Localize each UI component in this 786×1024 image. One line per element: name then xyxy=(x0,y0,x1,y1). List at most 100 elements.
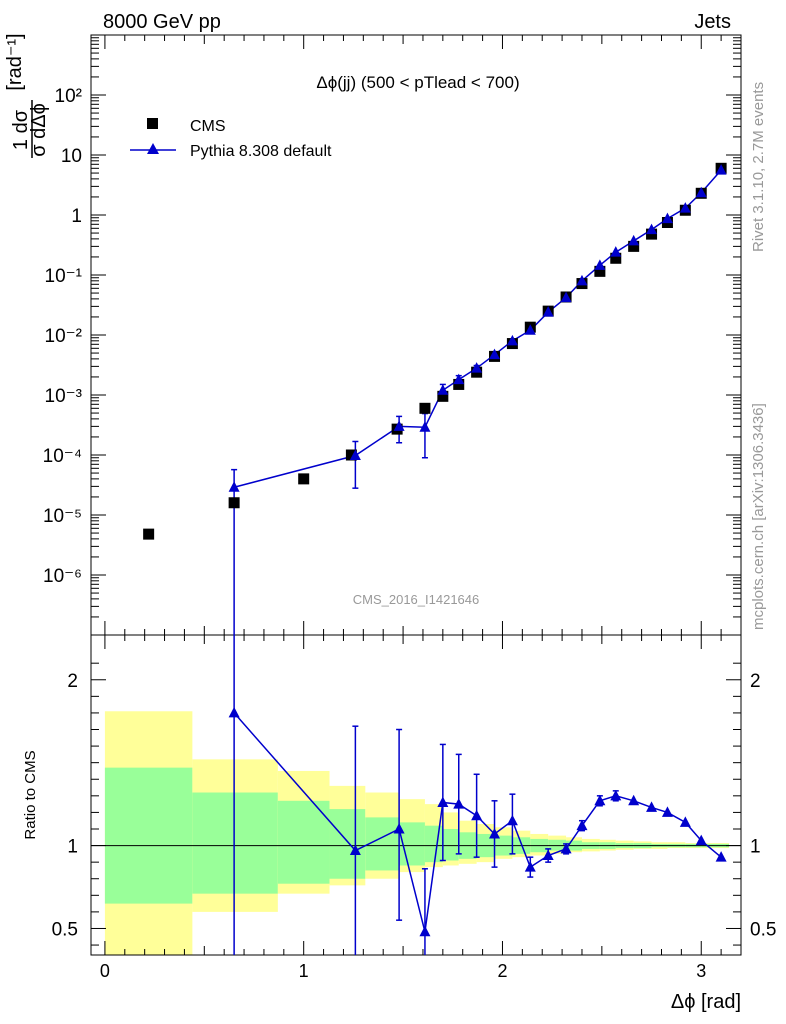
ratio-data-point xyxy=(646,801,658,812)
header-right: Jets xyxy=(694,11,731,33)
main-y-axis-label: 1 dσ σ dΔϕ [rad⁻¹] xyxy=(4,33,50,158)
y-axis-label-fraction-den: σ dΔϕ xyxy=(28,103,50,157)
mc-data-point xyxy=(228,481,240,492)
x-axis-label: Δϕ [rad] xyxy=(671,991,741,1013)
ratio-data-point xyxy=(419,925,431,937)
cms-data-point xyxy=(143,528,155,540)
band-inner xyxy=(329,809,366,879)
mc-data-point xyxy=(679,202,691,213)
legend: CMS Pythia 8.308 default xyxy=(130,118,332,160)
legend-label-cms: CMS xyxy=(190,118,226,135)
mc-series-line xyxy=(233,169,722,488)
legend-label-pythia: Pythia 8.308 default xyxy=(190,143,332,160)
mc-data-point xyxy=(489,348,501,360)
band-inner xyxy=(424,825,443,863)
y-tick-label-main: 10 xyxy=(61,146,82,167)
main-title: Δϕ(jj) (500 < pTlead < 700) xyxy=(316,73,519,92)
y-tick-label-ratio-right: 1 xyxy=(750,837,761,858)
y-tick-label-main: 10² xyxy=(55,86,82,107)
cms-data-point xyxy=(419,402,431,414)
ratio-y-axis-label: Ratio to CMS xyxy=(22,750,39,839)
mc-data-point xyxy=(453,373,465,385)
ratio-data-point xyxy=(228,706,240,718)
ratio-data-point xyxy=(594,794,606,806)
ratio-data-point xyxy=(453,798,465,809)
ratio-data-point xyxy=(471,809,483,821)
mc-data-point xyxy=(594,259,606,270)
band-inner xyxy=(365,817,400,871)
cms-data-point xyxy=(437,390,449,402)
mc-data-point xyxy=(628,234,640,246)
ratio-data-point xyxy=(489,827,501,839)
mc-data-point xyxy=(646,223,658,235)
ratio-data-point xyxy=(560,842,572,854)
cms-data-point xyxy=(298,473,310,485)
ratio-plot-marks xyxy=(228,635,727,955)
cms-data-point xyxy=(345,449,357,461)
band-inner xyxy=(192,792,278,894)
mc-data-point xyxy=(576,274,588,286)
mc-data-point xyxy=(393,420,405,431)
y-tick-label-main: 10⁻¹ xyxy=(45,266,83,287)
cms-data-point xyxy=(628,240,640,252)
y-tick-label-ratio-left: 1 xyxy=(67,837,78,858)
x-tick-label: 2 xyxy=(497,961,507,981)
y-tick-label-ratio-right: 2 xyxy=(750,671,761,692)
band-inner xyxy=(104,767,193,904)
y-tick-label-main: 10⁻² xyxy=(45,326,83,347)
mc-data-point xyxy=(695,186,707,198)
legend-marker-pythia xyxy=(147,143,159,154)
main-plot-frame xyxy=(90,34,742,636)
main-plot-marks xyxy=(143,162,727,635)
ratio-data-point xyxy=(437,796,449,807)
x-tick-label: 0 xyxy=(100,961,110,981)
y-tick-label-main: 10⁻⁶ xyxy=(43,566,82,587)
band-inner xyxy=(277,800,330,884)
mc-data-point xyxy=(542,306,554,317)
header-left: 8000 GeV pp xyxy=(103,11,221,33)
axis-tick-labels: 0 1 2 3 10⁻⁶ 10⁻⁵ 10⁻⁴ 10⁻³ 10⁻² 10⁻¹ 1 10 10² 0.5 0.5… xyxy=(43,86,777,981)
y-axis-label-unit: [rad⁻¹] xyxy=(4,33,26,90)
cms-data-point xyxy=(228,497,240,509)
legend-marker-cms xyxy=(147,118,158,129)
ratio-data-point xyxy=(506,814,518,826)
mc-data-point xyxy=(715,164,727,175)
ratio-data-point xyxy=(679,816,691,827)
axis-ticks xyxy=(91,35,741,955)
ratio-data-point xyxy=(661,806,673,817)
cms-data-point xyxy=(453,378,465,390)
mc-data-point xyxy=(610,246,622,257)
ratio-data-point xyxy=(610,789,622,801)
ratio-data-point xyxy=(524,861,536,872)
mc-data-point xyxy=(471,362,483,373)
mc-data-point xyxy=(419,421,431,432)
ratio-data-point xyxy=(576,819,588,831)
watermark: CMS_2016_I1421646 xyxy=(353,592,480,607)
y-tick-label-ratio-left: 0.5 xyxy=(52,919,78,940)
ratio-data-point xyxy=(349,844,361,856)
band-inner xyxy=(442,828,459,861)
ratio-data-point xyxy=(393,822,405,834)
y-tick-label-main: 1 xyxy=(71,206,82,227)
cms-data-point xyxy=(610,252,622,264)
y-tick-label-ratio-right: 0.5 xyxy=(750,919,776,940)
mc-data-point xyxy=(661,212,673,224)
mc-data-point xyxy=(560,291,572,303)
ratio-data-point xyxy=(715,851,727,862)
x-tick-label: 1 xyxy=(299,961,309,981)
ratio-data-point xyxy=(628,794,640,806)
y-tick-label-main: 10⁻³ xyxy=(45,386,83,407)
cms-data-point xyxy=(594,265,606,277)
side-label-mcplots: mcplots.cern.ch [arXiv:1306.3436] xyxy=(750,403,767,630)
ratio-uncertainty-bands xyxy=(104,711,730,955)
mc-data-point xyxy=(437,384,449,395)
mc-data-point xyxy=(506,334,518,346)
ratio-data-point xyxy=(695,834,707,846)
ratio-plot-frame xyxy=(90,634,742,956)
y-tick-label-main: 10⁻⁴ xyxy=(43,446,82,467)
side-label-rivet: Rivet 3.1.10, 2.7M events xyxy=(750,82,767,252)
y-tick-label-ratio-left: 2 xyxy=(67,671,78,692)
mc-data-point xyxy=(349,449,361,461)
y-axis-label-fraction-num: 1 dσ xyxy=(10,109,32,150)
